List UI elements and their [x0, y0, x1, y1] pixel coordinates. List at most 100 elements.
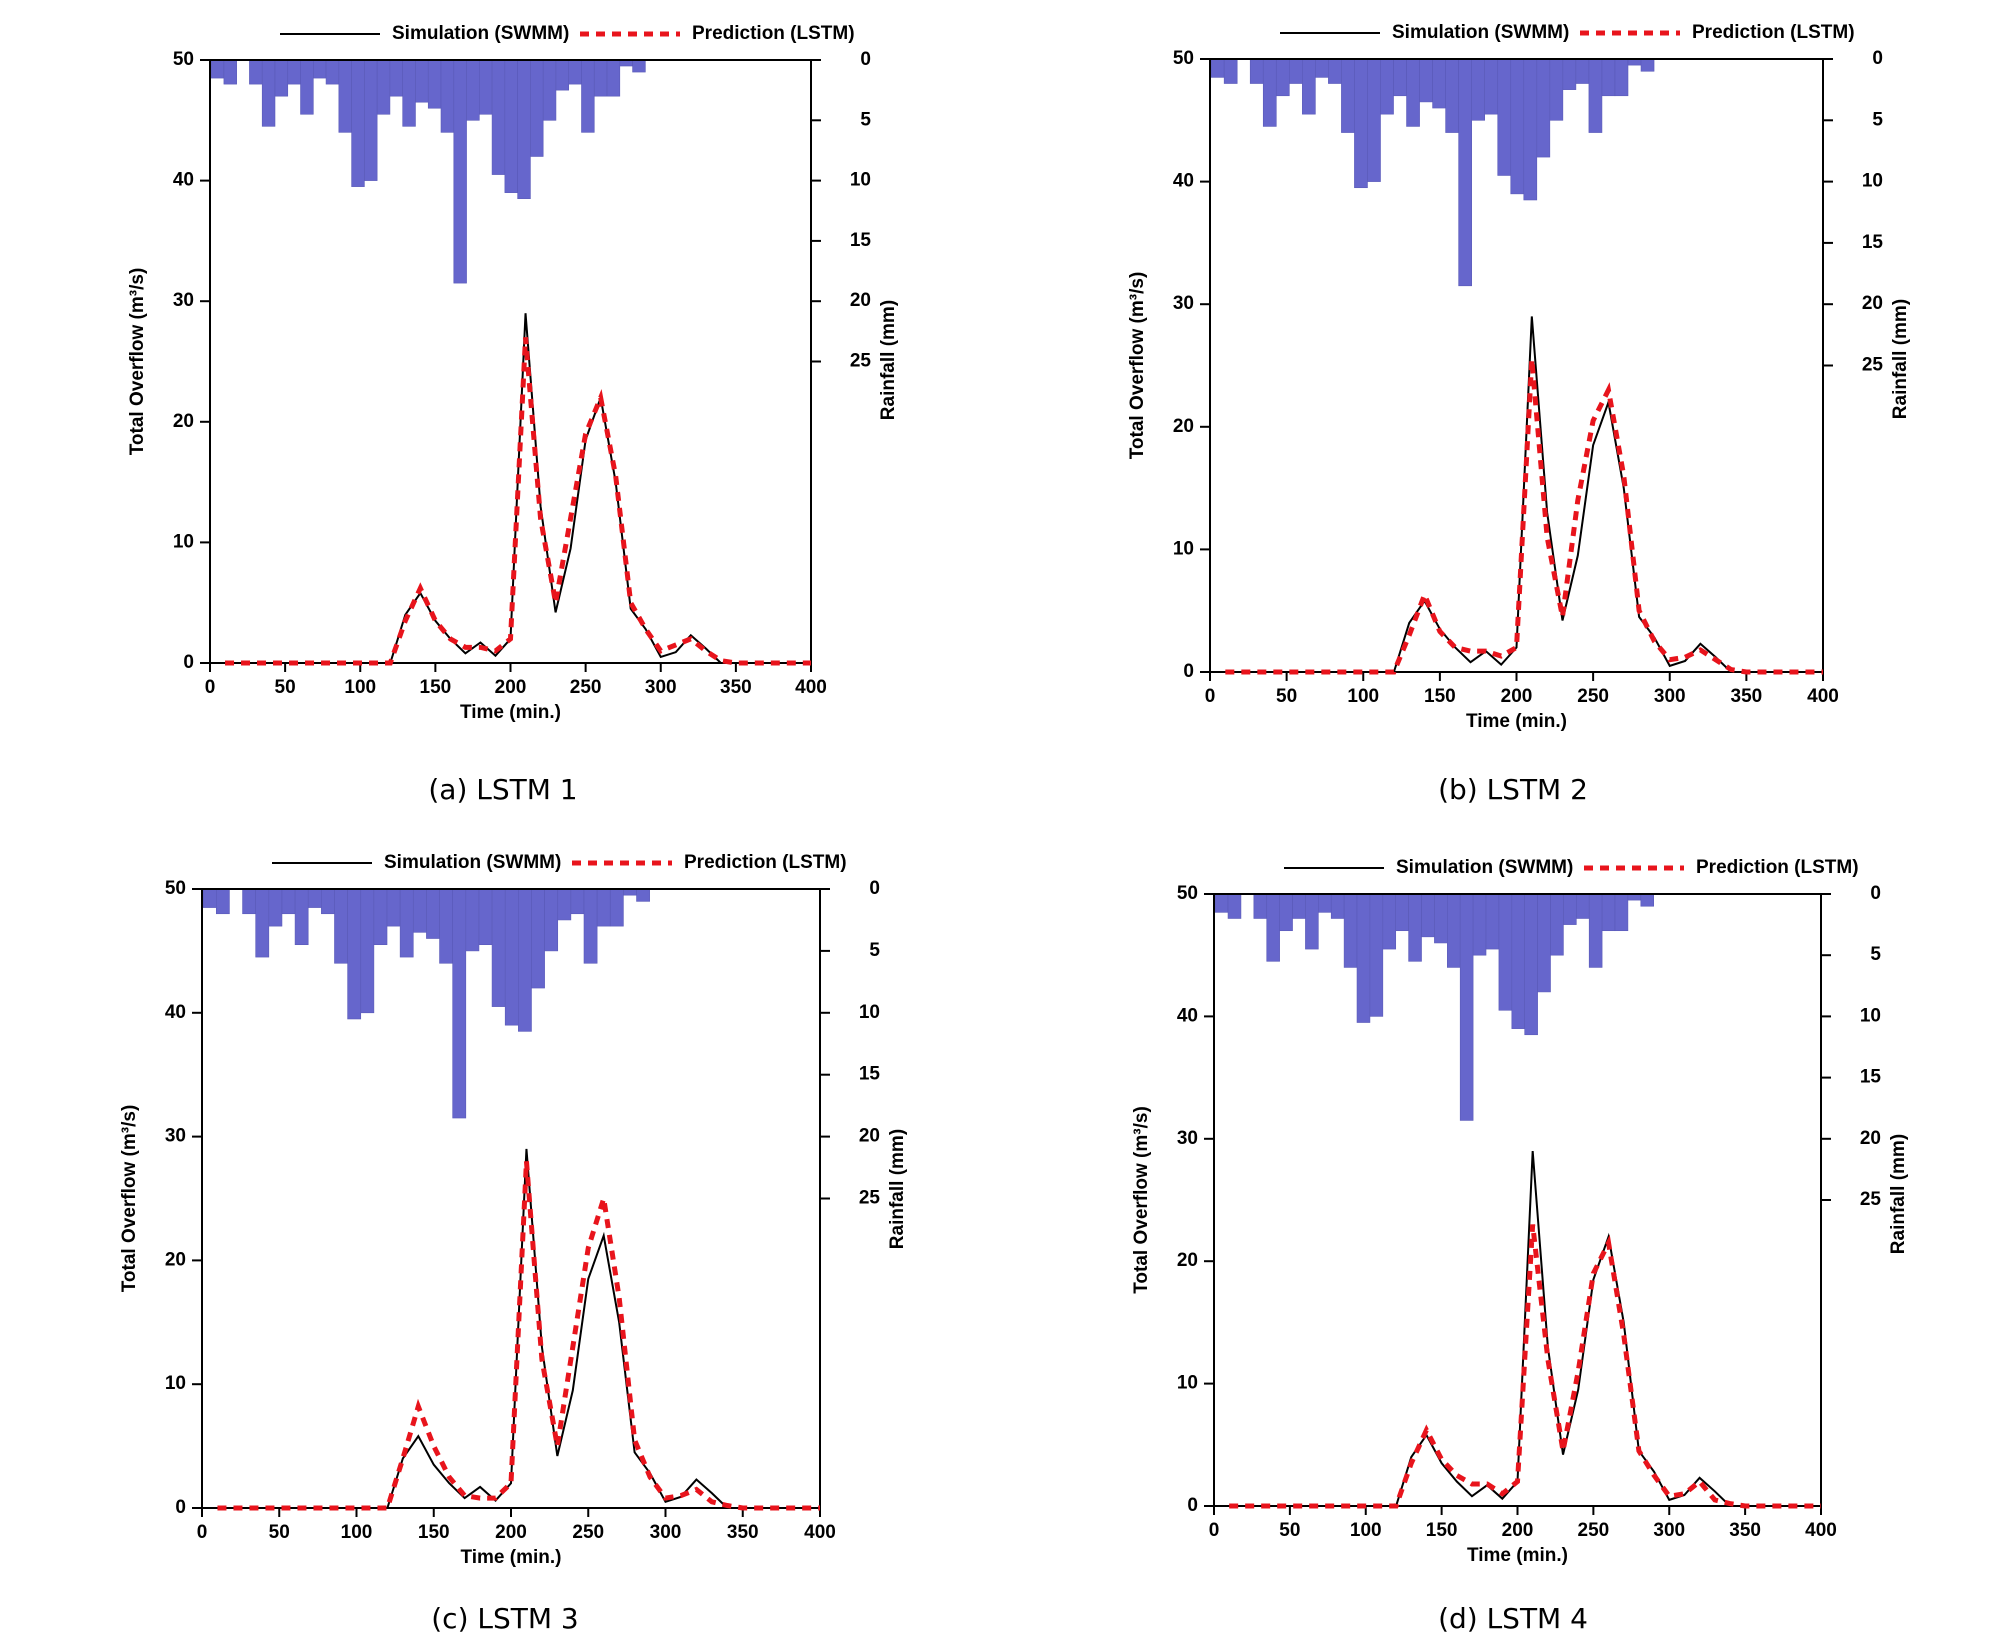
rain-bar: [606, 59, 621, 97]
y2-axis-label: Rainfall (mm): [1890, 299, 1911, 419]
rain-bar: [1289, 58, 1303, 84]
rain-bar: [1640, 893, 1654, 907]
rain-bar: [399, 888, 414, 958]
prediction-line: [1229, 1224, 1821, 1509]
rain-bar: [1292, 893, 1306, 919]
rain-bar: [1382, 893, 1397, 950]
rain-bar: [373, 888, 388, 946]
x-tick-label: 200: [495, 1522, 527, 1543]
x-axis-label: Time (min.): [460, 702, 561, 723]
x-tick-label: 300: [650, 1522, 682, 1543]
rain-bar: [531, 888, 545, 989]
y-tick-label: 20: [1177, 1250, 1198, 1271]
rain-bar: [1537, 893, 1551, 993]
rain-bar: [465, 888, 480, 952]
rain-bar: [1498, 893, 1513, 1011]
rain-bar: [1380, 58, 1394, 115]
rain-bar: [518, 888, 532, 1032]
rain-bar: [555, 59, 570, 91]
legend-label: Prediction (LSTM): [1692, 22, 1855, 43]
x-tick-label: 400: [1805, 1520, 1837, 1541]
x-tick-label: 200: [1501, 686, 1533, 707]
rain-bar: [1511, 893, 1526, 1029]
y2-tick-label: 15: [859, 1064, 881, 1085]
rain-bar: [1421, 893, 1435, 938]
rain-bar: [274, 59, 289, 97]
rain-bar: [281, 888, 296, 915]
x-axis-label: Time (min.): [1466, 711, 1567, 732]
x-tick-label: 150: [1426, 1520, 1458, 1541]
x-tick-label: 300: [645, 677, 677, 698]
rain-bar: [1328, 58, 1342, 84]
rain-bar: [1318, 893, 1332, 913]
rain-bar: [338, 59, 352, 133]
rain-bar: [312, 59, 327, 79]
x-tick-label: 200: [495, 677, 527, 698]
rain-bar: [415, 59, 429, 103]
rain-bar: [542, 59, 557, 121]
rain-bar: [321, 888, 335, 915]
rain-bar: [504, 888, 519, 1026]
rain-bar: [1305, 893, 1319, 950]
y-tick-label: 10: [1173, 538, 1194, 559]
rain-bar: [1330, 893, 1345, 919]
x-tick-label: 250: [1578, 1520, 1610, 1541]
y-tick-label: 50: [1173, 48, 1194, 69]
x-tick-label: 50: [1279, 1520, 1300, 1541]
rain-bar: [1447, 893, 1461, 968]
x-tick-label: 100: [341, 1522, 373, 1543]
y2-tick-label: 25: [1860, 1189, 1882, 1210]
rain-bar: [389, 59, 403, 97]
x-tick-label: 100: [1350, 1520, 1382, 1541]
x-tick-label: 50: [269, 1522, 290, 1543]
rain-bar: [1472, 893, 1487, 956]
y-tick-label: 40: [1177, 1005, 1198, 1026]
rain-bar: [255, 888, 270, 958]
rain-bar: [287, 59, 301, 85]
x-tick-label: 400: [1807, 686, 1839, 707]
rain-bar: [1395, 893, 1409, 932]
rain-bar: [583, 888, 598, 964]
rain-bar: [1315, 58, 1329, 78]
rain-bar: [568, 59, 582, 85]
rain-bar: [1214, 893, 1229, 913]
rain-bar: [1253, 893, 1268, 919]
rain-bar: [570, 888, 585, 915]
rain-bar: [351, 59, 365, 187]
y2-tick-label: 15: [1862, 232, 1884, 253]
y2-tick-label: 0: [869, 878, 880, 899]
x-tick-label: 50: [1276, 686, 1297, 707]
rain-bar: [1432, 58, 1446, 109]
y2-tick-label: 5: [1870, 944, 1881, 965]
y2-tick-label: 0: [1872, 48, 1883, 69]
rain-bar: [1434, 893, 1448, 944]
rain-bar: [376, 59, 391, 115]
rain-bar: [1588, 58, 1603, 133]
rain-bar: [1354, 58, 1368, 189]
rain-bar: [1588, 893, 1603, 968]
x-tick-label: 50: [275, 677, 296, 698]
rain-bar: [452, 888, 467, 1119]
y2-tick-label: 15: [1860, 1067, 1882, 1088]
rain-bar: [1640, 58, 1655, 72]
y-tick-label: 20: [173, 411, 194, 432]
rain-bar: [1266, 893, 1280, 962]
rain-bar: [1601, 893, 1616, 932]
rain-bar: [1601, 58, 1616, 97]
y-axis-label: Total Overflow (m³/s): [127, 268, 148, 456]
caption: (b) LSTM 2: [1438, 773, 1588, 806]
rain-bar: [1614, 893, 1629, 932]
legend-label: Simulation (SWMM): [1392, 22, 1569, 43]
y-tick-label: 0: [1187, 1495, 1198, 1516]
rain-bar: [466, 59, 480, 121]
x-tick-label: 0: [205, 677, 216, 698]
y2-tick-label: 0: [860, 49, 871, 70]
rain-bar: [504, 59, 518, 193]
rain-bar: [1484, 58, 1499, 115]
x-tick-label: 250: [572, 1522, 604, 1543]
prediction-line: [217, 1161, 820, 1511]
y-tick-label: 30: [173, 290, 194, 311]
rain-bar: [412, 888, 427, 933]
rain-bar: [636, 888, 650, 902]
